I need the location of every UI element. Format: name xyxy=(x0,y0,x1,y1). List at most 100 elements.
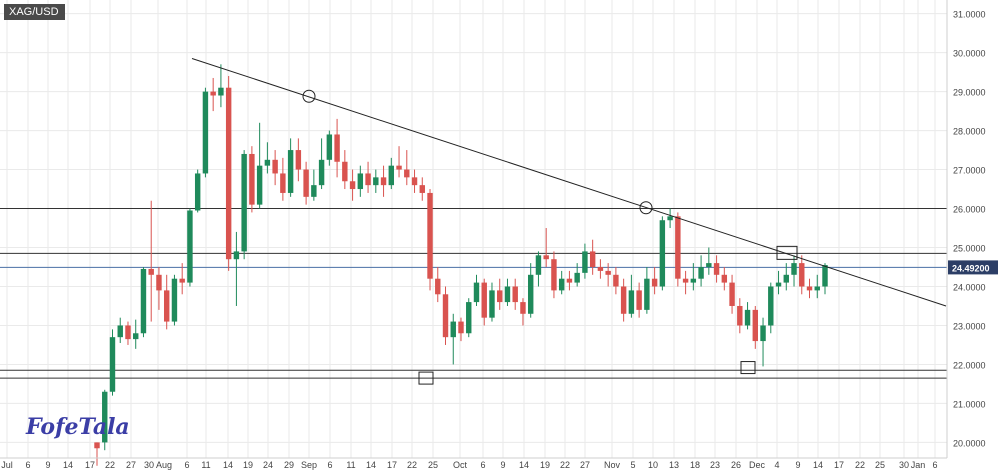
descending-trendline xyxy=(191,57,947,307)
candle-body xyxy=(566,278,573,283)
candle xyxy=(373,169,379,193)
candle-body xyxy=(419,185,425,193)
current-price-text: 24.49200 xyxy=(952,263,990,273)
candle xyxy=(822,263,828,295)
time-tick-label: 19 xyxy=(243,460,253,470)
candle xyxy=(272,150,278,186)
price-tick-label: 23.0000 xyxy=(953,321,986,331)
candle-body xyxy=(295,150,302,170)
candle-body xyxy=(814,286,820,291)
candle-body xyxy=(411,177,418,186)
candle xyxy=(342,150,348,190)
candle xyxy=(380,165,387,197)
time-tick-label: 29 xyxy=(284,460,294,470)
candle-body xyxy=(249,153,255,205)
candle-body xyxy=(233,251,240,260)
candle xyxy=(427,189,433,291)
candle-body xyxy=(760,325,766,342)
candle xyxy=(589,239,596,275)
candle-body xyxy=(225,87,232,260)
candle-body xyxy=(783,274,789,283)
candle-body xyxy=(613,274,619,287)
candle xyxy=(566,270,573,291)
candle xyxy=(171,274,178,326)
time-tick-label: 18 xyxy=(690,460,700,470)
low-point-square xyxy=(418,371,434,385)
candle-body xyxy=(675,216,681,279)
candle xyxy=(620,278,627,322)
price-tick-label: 24.0000 xyxy=(953,282,986,292)
candle xyxy=(326,130,333,166)
candle-body xyxy=(620,286,627,314)
time-tick-label: 30 xyxy=(899,460,909,470)
candle-body xyxy=(791,263,797,275)
time-tick-label: 6 xyxy=(327,460,332,470)
candle-body xyxy=(690,278,697,283)
price-tick-label: 27.0000 xyxy=(953,166,986,176)
candle xyxy=(442,286,449,345)
candle-body xyxy=(171,278,178,322)
candle-body xyxy=(218,87,224,96)
candle-body xyxy=(179,278,185,283)
candle-body xyxy=(357,173,364,190)
candle xyxy=(651,267,658,295)
candle-body xyxy=(713,263,720,275)
time-tick-label: Jul xyxy=(1,460,13,470)
candle-body xyxy=(512,286,518,303)
candle-body xyxy=(303,169,309,197)
candle-body xyxy=(287,150,294,193)
time-tick-label: 4 xyxy=(774,460,779,470)
candle xyxy=(450,313,456,365)
candle xyxy=(249,146,255,213)
logo-text: FofeTala xyxy=(26,414,130,440)
candle xyxy=(752,305,759,349)
time-tick-label: 17 xyxy=(834,460,844,470)
candle-body xyxy=(636,290,642,310)
low-point-square xyxy=(740,361,756,375)
time-tick-label: 22 xyxy=(407,460,417,470)
price-tick-label: 20.0000 xyxy=(953,438,986,448)
candle-body xyxy=(241,153,247,252)
candle-body xyxy=(706,263,712,268)
candle-body xyxy=(380,177,387,186)
candle-body xyxy=(497,290,503,303)
candle-body xyxy=(187,210,193,283)
time-tick-label: 11 xyxy=(201,460,210,470)
candle xyxy=(419,177,425,201)
candle xyxy=(706,247,712,275)
candle-body xyxy=(520,302,526,314)
candle xyxy=(102,389,108,451)
candle xyxy=(179,263,185,295)
candle-body xyxy=(163,290,170,322)
candle-body xyxy=(822,265,828,287)
candle xyxy=(148,200,154,322)
candle-body xyxy=(682,278,689,283)
candle xyxy=(644,267,650,314)
time-tick-label: 6 xyxy=(932,460,937,470)
candle-body xyxy=(435,278,441,295)
time-tick-label: 30 Aug xyxy=(144,460,172,470)
candle-body xyxy=(280,173,286,193)
candle xyxy=(698,255,704,287)
candle xyxy=(481,278,487,326)
time-tick-label: 24 xyxy=(263,460,273,470)
candle xyxy=(411,169,418,193)
candle xyxy=(558,270,565,295)
candle-body xyxy=(729,282,735,306)
candle-body xyxy=(349,181,356,190)
candle-body xyxy=(202,91,209,174)
candle xyxy=(791,255,797,287)
candle xyxy=(636,282,642,318)
time-tick-label: 27 xyxy=(580,460,590,470)
candle-body xyxy=(373,177,379,186)
candle xyxy=(163,274,170,330)
candle xyxy=(133,319,139,349)
time-tick-label: 6 xyxy=(184,460,189,470)
time-tick-label: 9 xyxy=(795,460,800,470)
candle-body xyxy=(396,165,402,170)
time-tick-label: 27 xyxy=(126,460,136,470)
candle xyxy=(574,263,580,287)
time-tick-label: 9 xyxy=(45,460,50,470)
price-tick-label: 22.0000 xyxy=(953,360,986,370)
